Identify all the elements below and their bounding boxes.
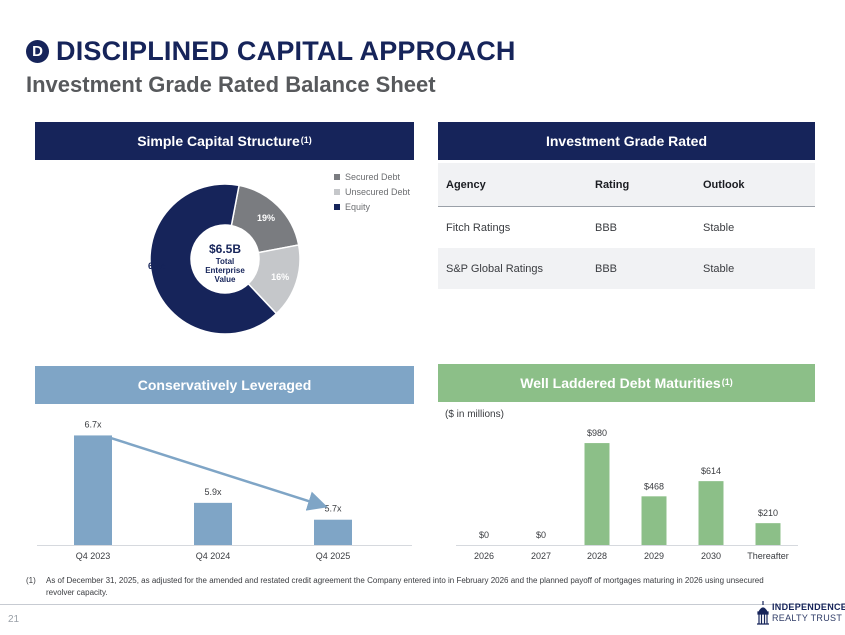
donut-center-label-1: Total — [216, 257, 235, 266]
ratings-table-header-row: Agency Rating Outlook — [438, 163, 815, 207]
maturities-header: Well Laddered Debt Maturities (1) — [438, 364, 815, 402]
donut-center-value: $6.5B — [209, 242, 241, 256]
legend-swatch-equity — [334, 203, 340, 210]
maturities-title: Well Laddered Debt Maturities — [520, 375, 721, 391]
leverage-trend-arrow — [108, 436, 328, 511]
agency-cell: Fitch Ratings — [446, 221, 511, 234]
maturities-tick-label: 2030 — [701, 551, 721, 561]
leverage-bar — [314, 519, 352, 545]
capital-structure-legend: Secured Debt Unsecured Debt Equity — [334, 169, 410, 214]
maturities-tick-label: 2026 — [474, 551, 494, 561]
agency-cell: S&P Global Ratings — [446, 262, 544, 275]
ratings-table: Agency Rating Outlook Fitch Ratings BBB … — [438, 163, 815, 289]
maturities-bar — [698, 481, 724, 545]
maturities-bar-chart: $0 2026 $0 2027 $980 2028 $468 2029 $614 2030 $210… — [456, 428, 798, 561]
page-number: 21 — [8, 614, 20, 625]
column-header-outlook: Outlook — [703, 178, 745, 191]
outlook-cell: Stable — [703, 262, 735, 275]
footnote: (1) As of December 31, 2025, as adjusted… — [26, 575, 786, 599]
maturities-bar — [641, 496, 667, 545]
pie-label-secured-debt: 19% — [257, 213, 275, 223]
maturities-bar — [755, 523, 781, 545]
maturities-tick-label: 2027 — [531, 551, 551, 561]
maturities-data-label: $210 — [758, 508, 778, 518]
leverage-tick-label: Q4 2025 — [316, 551, 351, 561]
maturities-data-label: $468 — [644, 481, 664, 491]
capital-structure-title: Simple Capital Structure — [137, 133, 300, 149]
maturities-data-label: $614 — [701, 466, 721, 476]
logo-line-1: INDEPENDENCE — [772, 602, 845, 612]
maturities-tick-label: 2029 — [644, 551, 664, 561]
page-title: DISCIPLINED CAPITAL APPROACH — [56, 36, 516, 66]
legend-item-equity: Equity — [334, 199, 410, 214]
page-subtitle: Investment Grade Rated Balance Sheet — [26, 72, 436, 97]
capital-structure-footnote-mark: (1) — [300, 135, 312, 145]
footnote-text: As of December 31, 2025, as adjusted for… — [46, 576, 764, 597]
leverage-data-label: 5.7x — [324, 504, 342, 514]
capital-structure-header: Simple Capital Structure (1) — [35, 122, 414, 160]
logo-line-2: REALTY TRUST — [772, 613, 843, 623]
outlook-cell: Stable — [703, 221, 735, 234]
maturities-footnote-mark: (1) — [721, 377, 733, 387]
maturities-bar — [584, 443, 610, 545]
leverage-bar — [74, 435, 112, 545]
maturities-data-label: $980 — [587, 428, 607, 438]
maturities-tick-label: 2028 — [587, 551, 607, 561]
donut-center-label-2: Enterprise — [205, 266, 245, 275]
leverage-bar-chart: 6.7x Q4 2023 5.9x Q4 2024 5.7x Q4 2025 — [37, 419, 412, 561]
leverage-header: Conservatively Leveraged — [35, 366, 414, 404]
section-badge: D — [26, 40, 49, 63]
legend-swatch-secured-debt — [334, 173, 340, 180]
capitol-dome-icon — [757, 601, 769, 625]
pie-slice-equity — [149, 183, 278, 335]
table-row: S&P Global Ratings BBB Stable — [438, 248, 815, 289]
table-row: Fitch Ratings BBB Stable — [438, 207, 815, 248]
legend-label-unsecured-debt: Unsecured Debt — [345, 186, 411, 197]
legend-item-secured-debt: Secured Debt — [334, 169, 410, 184]
pie-label-unsecured-debt: 16% — [271, 272, 289, 282]
legend-label-secured-debt: Secured Debt — [345, 171, 401, 182]
leverage-tick-label: Q4 2023 — [76, 551, 111, 561]
maturities-data-label: $0 — [479, 530, 489, 540]
leverage-tick-label: Q4 2024 — [196, 551, 231, 561]
rating-cell: BBB — [595, 221, 618, 234]
footnote-mark: (1) — [26, 576, 36, 585]
company-logo: INDEPENDENCE REALTY TRUST — [756, 598, 845, 630]
legend-label-equity: Equity — [345, 201, 371, 212]
ratings-title: Investment Grade Rated — [545, 133, 708, 149]
maturities-data-label: $0 — [536, 530, 546, 540]
leverage-bar — [194, 502, 232, 545]
pie-label-equity: 65% — [148, 261, 166, 271]
legend-swatch-unsecured-debt — [334, 188, 340, 195]
donut-center-label-3: Value — [215, 275, 236, 284]
leverage-data-label: 6.7x — [84, 419, 102, 429]
leverage-data-label: 5.9x — [204, 487, 222, 497]
column-header-agency: Agency — [446, 178, 486, 191]
legend-item-unsecured-debt: Unsecured Debt — [334, 184, 410, 199]
leverage-title: Conservatively Leveraged — [137, 377, 312, 393]
footer-divider — [0, 604, 845, 605]
ratings-header: Investment Grade Rated — [438, 122, 815, 160]
maturities-units-note: ($ in millions) — [445, 409, 504, 420]
column-header-rating: Rating — [595, 178, 630, 191]
rating-cell: BBB — [595, 262, 618, 275]
maturities-tick-label: Thereafter — [747, 551, 789, 561]
